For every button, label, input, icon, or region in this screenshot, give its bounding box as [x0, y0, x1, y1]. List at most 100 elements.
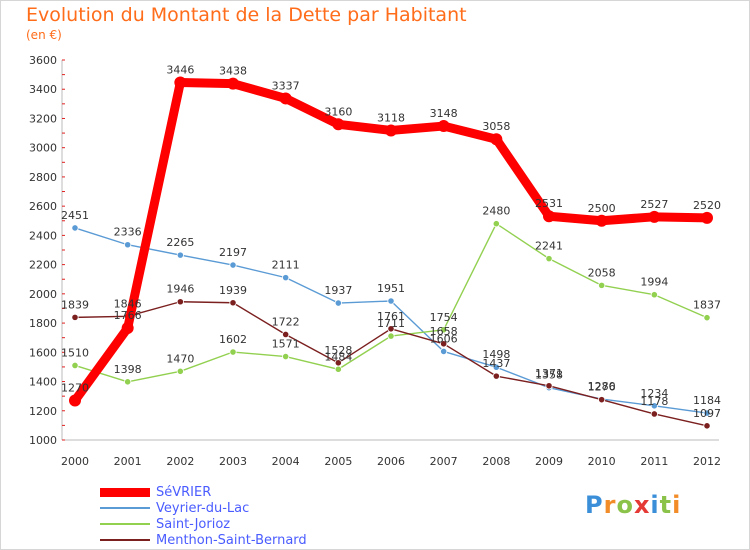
data-point	[492, 220, 500, 228]
data-label: 1722	[272, 315, 300, 328]
y-tick-label: 1000	[29, 434, 57, 447]
data-label: 1761	[377, 310, 405, 323]
data-label: 1939	[219, 284, 247, 297]
legend-label: Menthon-Saint-Bernard	[156, 532, 307, 548]
y-tick-label: 3400	[29, 83, 57, 96]
data-label: 2480	[482, 205, 510, 218]
data-point	[545, 382, 553, 390]
data-point	[440, 326, 448, 334]
data-label: 2111	[272, 259, 300, 272]
x-tick-label: 2003	[219, 455, 247, 468]
y-tick-label: 3600	[29, 54, 57, 67]
legend-item: Saint-Jorioz	[100, 516, 307, 532]
legend-item: Menthon-Saint-Bernard	[100, 532, 307, 548]
data-label: 1846	[114, 297, 142, 310]
data-point	[69, 394, 81, 407]
data-label: 1280	[588, 380, 616, 393]
x-tick-label: 2009	[535, 455, 563, 468]
chart-subtitle: (en €)	[26, 28, 62, 42]
data-point	[650, 410, 658, 418]
data-label: 2500	[588, 202, 616, 215]
data-point	[385, 124, 397, 137]
data-label: 1839	[61, 298, 89, 311]
data-point	[598, 281, 606, 289]
data-label: 1510	[61, 346, 89, 359]
data-label: 3337	[272, 79, 300, 92]
x-tick-label: 2007	[430, 455, 458, 468]
data-label: 2241	[535, 240, 563, 253]
data-label: 1951	[377, 282, 405, 295]
data-point	[334, 359, 342, 367]
data-point	[387, 297, 395, 305]
data-label: 1178	[640, 395, 668, 408]
data-label: 2520	[693, 199, 721, 212]
x-tick-label: 2000	[61, 455, 89, 468]
logo-letter: o	[616, 491, 634, 519]
data-point	[595, 214, 608, 227]
data-point	[176, 298, 184, 306]
data-point	[650, 402, 658, 410]
data-point	[229, 348, 237, 356]
logo-letter: i	[650, 491, 660, 519]
data-label: 1097	[693, 407, 721, 420]
data-point	[176, 367, 184, 375]
legend-item: SéVRIER	[100, 484, 307, 500]
data-point	[229, 261, 237, 269]
data-point	[124, 241, 132, 249]
logo-letter: t	[659, 491, 673, 519]
data-point	[332, 118, 345, 131]
data-label: 1658	[430, 325, 458, 338]
chart-legend: SéVRIER Veyrier-du-Lac Saint-Jorioz Menthon…	[100, 484, 307, 548]
data-label: 1276	[588, 381, 616, 394]
logo-letter: P	[585, 491, 604, 519]
data-label: 2531	[535, 197, 563, 210]
data-label: 3446	[166, 64, 194, 77]
data-label: 1766	[114, 309, 142, 322]
data-label: 3438	[219, 65, 247, 78]
data-point	[227, 77, 239, 90]
data-point	[440, 340, 448, 348]
proxiti-logo: Proxiti	[585, 491, 681, 519]
x-tick-label: 2006	[377, 455, 405, 468]
y-tick-label: 2800	[29, 171, 57, 184]
data-point	[543, 210, 555, 223]
data-label: 1470	[166, 352, 194, 365]
data-label: 1358	[535, 369, 563, 382]
data-point	[648, 210, 661, 223]
legend-label: Veyrier-du-Lac	[156, 500, 250, 516]
legend-swatch	[100, 507, 150, 509]
y-tick-label: 1400	[29, 376, 57, 389]
data-label: 3160	[324, 105, 352, 118]
data-label: 1711	[377, 317, 405, 330]
data-point	[703, 409, 711, 417]
logo-letter: r	[603, 491, 617, 519]
data-label: 2336	[114, 226, 142, 239]
legend-swatch	[100, 539, 150, 541]
data-label: 1528	[324, 344, 352, 357]
data-point	[282, 274, 290, 282]
data-label: 1371	[535, 367, 563, 380]
data-label: 1606	[430, 332, 458, 345]
data-point	[124, 378, 132, 386]
data-point	[492, 372, 500, 380]
x-tick-label: 2004	[272, 455, 300, 468]
data-label: 1437	[482, 357, 510, 370]
data-point	[598, 396, 606, 404]
data-label: 3058	[482, 120, 510, 133]
data-label: 1398	[114, 363, 142, 376]
data-label: 2058	[588, 266, 616, 279]
data-label: 2265	[166, 236, 194, 249]
data-point	[334, 365, 342, 373]
x-tick-label: 2012	[693, 455, 721, 468]
data-point	[121, 322, 134, 335]
y-tick-label: 1800	[29, 317, 57, 330]
legend-label: Saint-Jorioz	[156, 516, 231, 532]
data-point	[437, 120, 450, 133]
legend-label: SéVRIER	[156, 484, 212, 500]
data-label: 1994	[640, 276, 668, 289]
data-point	[701, 211, 713, 224]
x-tick-label: 2002	[166, 455, 194, 468]
data-point	[176, 251, 184, 259]
logo-letter: i	[672, 491, 682, 519]
